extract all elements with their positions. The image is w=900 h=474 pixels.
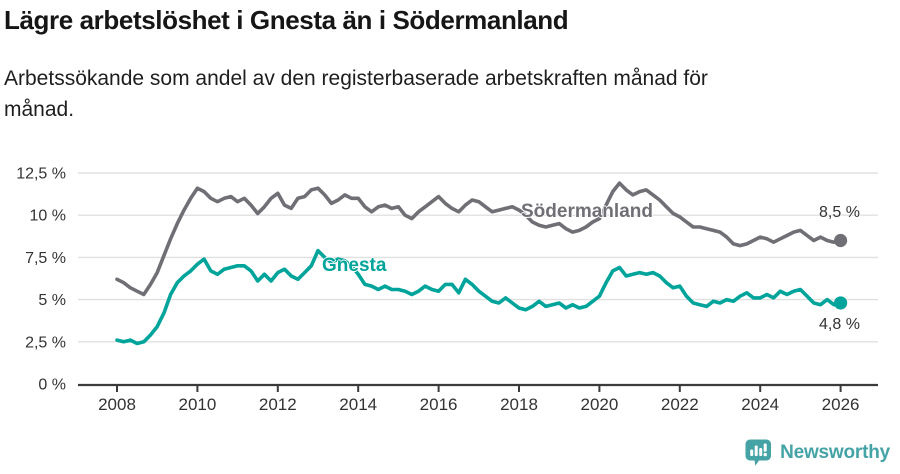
end-dot-gnesta — [834, 296, 848, 310]
line-gnesta — [115, 248, 843, 346]
x-tick-label: 2018 — [500, 395, 538, 414]
series-lines — [115, 181, 843, 346]
series-label-sodermanland: Södermanland — [521, 201, 653, 222]
y-tick-label: 10 % — [30, 208, 66, 225]
logo-bars — [750, 443, 767, 457]
x-tick-label: 2010 — [178, 395, 216, 414]
x-tick-label: 2020 — [580, 395, 618, 414]
x-tick-label: 2014 — [339, 395, 377, 414]
y-tick-label: 0 % — [38, 377, 66, 394]
x-tick-label: 2024 — [741, 395, 779, 414]
y-tick-label: 12,5 % — [16, 166, 66, 183]
x-tick-label: 2012 — [259, 395, 297, 414]
y-tick-label: 2,5 % — [25, 334, 66, 351]
brand-name: Newsworthy — [780, 441, 890, 463]
y-tick-label: 7,5 % — [25, 250, 66, 267]
gridlines — [78, 172, 878, 343]
x-tick-label: 2022 — [661, 395, 699, 414]
y-tick-label: 5 % — [38, 292, 66, 309]
line-södermanland — [115, 181, 843, 297]
x-tick-label: 2026 — [822, 395, 860, 414]
chart-subtitle: Arbetssökande som andel av den registerb… — [4, 63, 884, 125]
chart-subtitle-line-1: Arbetssökande som andel av den registerb… — [4, 67, 708, 90]
end-value-label-gnesta: 4,8 % — [819, 316, 860, 333]
x-axis: 2008 2010 2012 2014 2016 2018 2020 2022 2024 2026 — [78, 383, 878, 414]
end-dot-södermanland — [834, 233, 848, 248]
attribution: Newsworthy — [744, 438, 890, 467]
y-axis-labels: 12,5 % 10 % 7,5 % 5 % 2,5 % 0 % — [16, 166, 66, 394]
chart-subtitle-line-2: månad. — [4, 98, 75, 121]
page-title: Lägre arbetslöshet i Gnesta än i Söderma… — [4, 5, 569, 35]
x-tick-label: 2008 — [98, 395, 136, 414]
x-tick-label: 2016 — [420, 395, 458, 414]
bar-chart-speech-bubble-icon — [745, 439, 772, 466]
end-dots — [834, 233, 848, 310]
series-label-gnesta: Gnesta — [322, 255, 387, 276]
end-value-label-sodermanland: 8,5 % — [819, 204, 860, 221]
